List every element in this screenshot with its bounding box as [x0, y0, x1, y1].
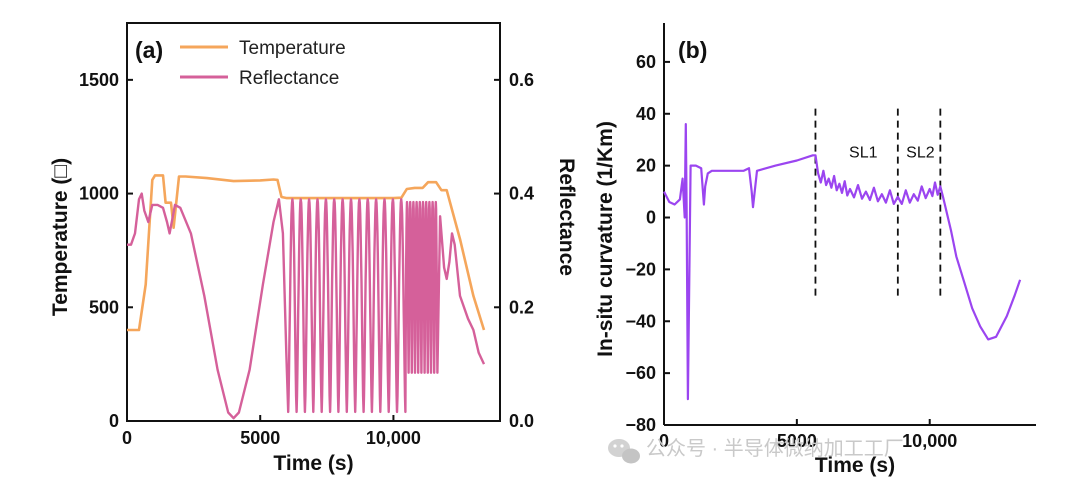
x-tick-label-a: 10,000: [366, 428, 421, 448]
annotation-sl2: SL2: [906, 145, 935, 162]
x-tick-label-b: 0: [659, 431, 669, 451]
y2-axis-label-a: Reflectance: [555, 158, 578, 276]
y-tick-label-a: 1000: [79, 184, 119, 204]
series-b: [663, 123, 1022, 401]
y2-tick-label-a: 0.2: [509, 297, 534, 317]
curvature-line: [663, 123, 1022, 401]
ticks-a: 0 5000 10,000 0 500 1000 1500 0.0 0.2 0.4 0.6: [79, 70, 534, 448]
y-axis-label-a: Temperature (□): [49, 158, 72, 316]
wechat-icon: [608, 439, 640, 464]
x-tick-label-a: 5000: [240, 428, 280, 448]
y2-tick-label-a: 0.0: [509, 411, 534, 431]
ticks-b: 0 5000 10,000 −80 −60 −40 −20 0 20 40 60: [625, 52, 957, 451]
y-tick-label-b: −60: [625, 363, 656, 383]
x-tick-label-a: 0: [122, 428, 132, 448]
watermark: 公众号 · 半导体微纳加工工厂: [608, 437, 904, 464]
x-axis-label-b: Time (s): [815, 454, 895, 477]
y-tick-label-b: 20: [636, 156, 656, 176]
y-tick-label-b: 60: [636, 52, 656, 72]
x-axis-label-a: Time (s): [273, 452, 353, 475]
panel-label-a: (a): [135, 37, 163, 63]
y-tick-label-b: −20: [625, 259, 656, 279]
y-axis-label-b: In-situ curvature (1/Km): [594, 121, 617, 357]
legend-label-temperature: Temperature: [239, 38, 346, 59]
x-tick-label-b: 5000: [777, 431, 817, 451]
plot-frame-a: [126, 22, 501, 422]
series-a: [127, 174, 486, 420]
axes-b: [663, 23, 1036, 426]
y-tick-label-a: 0: [109, 411, 119, 431]
annotation-sl1: SL1: [849, 145, 878, 162]
watermark-text: 公众号 · 半导体微纳加工工厂: [646, 437, 904, 460]
y-tick-label-b: −80: [625, 415, 656, 435]
y-tick-label-b: −40: [625, 311, 656, 331]
panel-label-b: (b): [678, 37, 707, 63]
reflectance-line: [127, 192, 486, 420]
y-tick-label-b: 0: [646, 208, 656, 228]
legend-a: Temperature Reflectance: [180, 38, 346, 89]
y-tick-label-a: 1500: [79, 70, 119, 90]
y-tick-label-b: 40: [636, 104, 656, 124]
x-tick-label-b: 10,000: [902, 431, 957, 451]
temperature-line: [127, 174, 486, 332]
y2-tick-label-a: 0.6: [509, 70, 534, 90]
y2-tick-label-a: 0.4: [509, 184, 534, 204]
chart-b: 0 5000 10,000 −80 −60 −40 −20 0 20 40 60 (b) Time …: [594, 23, 1036, 477]
phase-dividers-b: [814, 108, 942, 301]
y-tick-label-a: 500: [89, 297, 119, 317]
legend-label-reflectance: Reflectance: [239, 68, 339, 89]
